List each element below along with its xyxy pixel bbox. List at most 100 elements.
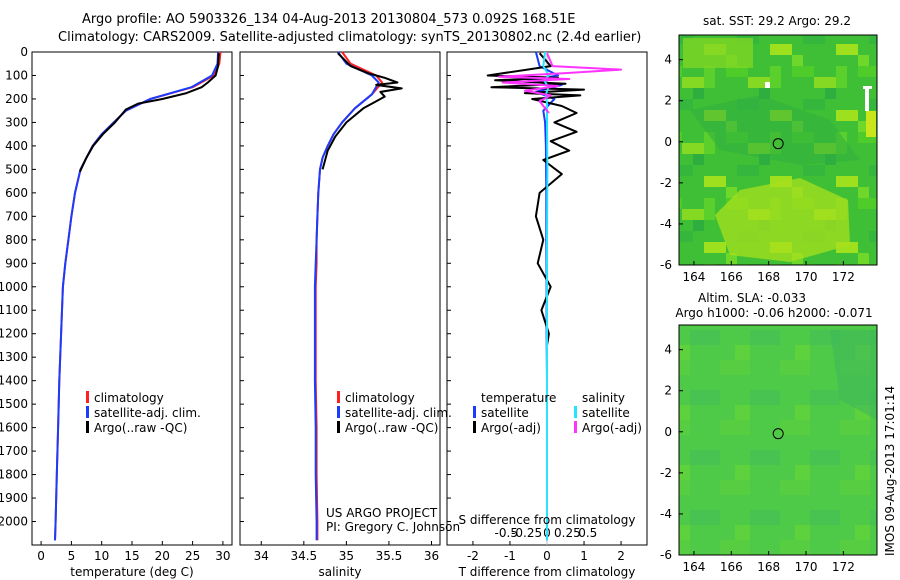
x-tick-label: 35 (339, 549, 354, 563)
legend-swatch-sal-satellite (574, 406, 577, 418)
s-difference-label: S difference from climatology (459, 513, 636, 527)
legend-label-argo: Argo(..raw -QC) (94, 421, 187, 435)
map-y-tick-label: -6 (660, 258, 672, 272)
map-y-tick-label: 2 (664, 384, 672, 398)
sst-cool-region (690, 95, 860, 165)
map-x-tick-label: 168 (757, 560, 780, 574)
series-line (527, 51, 563, 541)
x-tick-label: 20 (155, 549, 170, 563)
s-tick-label: 0.25 (554, 526, 581, 540)
series-line (314, 51, 384, 541)
x-tick-label: 5 (68, 549, 76, 563)
series-line (486, 52, 585, 346)
y-tick-label: 100 (5, 68, 28, 82)
y-tick-label: 700 (5, 209, 28, 223)
y-tick-label: 500 (5, 162, 28, 176)
map-x-tick-label: 170 (795, 560, 818, 574)
difference-xlabel: T difference from climatology (458, 565, 636, 579)
map-x-tick-label: 170 (795, 270, 818, 284)
legend-title-temperature: temperature (481, 391, 556, 405)
map-y-tick-label: 4 (664, 343, 672, 357)
x-tick-label: -1 (504, 549, 516, 563)
legend-label-temp-satellite: satellite (481, 406, 529, 420)
map-x-tick-label: 164 (682, 560, 705, 574)
legend-label-climatology: climatology (345, 391, 415, 405)
sst-map-axes: 164 166 168 170 172 4 2 0 -2 -4 -6 (660, 53, 855, 284)
sst-map-frame (678, 34, 878, 266)
salinity-legend: climatology satellite-adj. clim. Argo(..… (337, 391, 452, 435)
legend-label-argo: Argo(..raw -QC) (345, 421, 438, 435)
x-tick-label: 36 (424, 549, 439, 563)
legend-swatch-argo (86, 421, 89, 433)
x-tick-label: 15 (124, 549, 139, 563)
sst-map-title: sat. SST: 29.2 Argo: 29.2 (703, 14, 851, 28)
s-tick-label: -0.5 (495, 526, 518, 540)
sla-map-title-line2: Argo h1000: -0.06 h2000: -0.071 (675, 306, 872, 320)
y-tick-label: 300 (5, 115, 28, 129)
sst-missing-patch (765, 82, 770, 88)
sla-map-title-line1: Altim. SLA: -0.033 (698, 291, 806, 305)
map-y-tick-label: 4 (664, 53, 672, 67)
legend-label-sal-argo: Argo(-adj) (582, 421, 642, 435)
y-tick-label: 1900 (0, 491, 28, 505)
legend-swatch-satellite (337, 406, 340, 418)
y-tick-label: 1600 (0, 421, 28, 435)
sst-warm-patch (683, 38, 753, 68)
map-y-tick-label: 0 (664, 425, 672, 439)
legend-label-satellite: satellite-adj. clim. (345, 406, 452, 420)
series-line (313, 51, 380, 541)
series-line (321, 52, 403, 170)
series-line (78, 53, 220, 173)
map-x-tick-label: 166 (720, 270, 743, 284)
y-tick-label: 2000 (0, 515, 28, 529)
sst-edge-patch (866, 111, 876, 137)
series-line (497, 52, 623, 114)
y-tick-label: 0 (20, 45, 28, 59)
argo-position-marker (772, 428, 784, 440)
legend-title-salinity: salinity (582, 391, 625, 405)
map-y-tick-label: 0 (664, 135, 672, 149)
x-tick-label: 34.5 (290, 549, 317, 563)
y-tick-label: 900 (5, 256, 28, 270)
y-tick-label: 1800 (0, 468, 28, 482)
x-tick-label: 0 (37, 549, 45, 563)
argo-position-marker (772, 138, 784, 150)
map-x-tick-label: 168 (757, 270, 780, 284)
map-y-tick-label: -4 (660, 217, 672, 231)
y-tick-label: 1700 (0, 444, 28, 458)
sst-warm-region (715, 178, 850, 262)
timestamp-stamp: IMOS 09-Aug-2013 17:01:14 (883, 386, 897, 556)
y-tick-label: 1400 (0, 374, 28, 388)
s-tick-label: 0.5 (578, 526, 597, 540)
legend-swatch-argo (337, 421, 340, 433)
legend-swatch-sal-argo (574, 421, 577, 433)
x-tick-label: 0 (543, 549, 551, 563)
legend-label-climatology: climatology (94, 391, 164, 405)
legend-label-temp-argo: Argo(-adj) (481, 421, 541, 435)
y-tick-label: 200 (5, 92, 28, 106)
header-line2: Climatology: CARS2009. Satellite-adjuste… (58, 30, 641, 45)
legend-swatch-satellite (86, 406, 89, 418)
header-line1: Argo profile: AO 5903326_134 04-Aug-2013… (82, 12, 575, 27)
credit-line2: PI: Gregory C. Johnson (326, 520, 460, 534)
y-tick-label: 800 (5, 233, 28, 247)
salinity-xlabel: salinity (318, 565, 361, 579)
salinity-panel-frame (239, 51, 441, 546)
difference-legend: temperature satellite Argo(-adj) salinit… (473, 391, 642, 435)
map-y-tick-label: 2 (664, 94, 672, 108)
x-tick-label: 10 (94, 549, 109, 563)
temperature-legend: climatology satellite-adj. clim. Argo(..… (86, 391, 201, 435)
x-tick-label: -2 (467, 549, 479, 563)
map-x-tick-label: 172 (832, 270, 855, 284)
map-y-tick-label: -2 (660, 176, 672, 190)
x-tick-label: 25 (185, 549, 200, 563)
series-line (54, 51, 222, 541)
legend-label-sal-satellite: satellite (582, 406, 630, 420)
y-tick-label: 1000 (0, 280, 28, 294)
sla-darker-region (830, 330, 877, 420)
y-tick-label: 1300 (0, 350, 28, 364)
y-tick-label: 1500 (0, 397, 28, 411)
map-x-tick-label: 164 (682, 270, 705, 284)
